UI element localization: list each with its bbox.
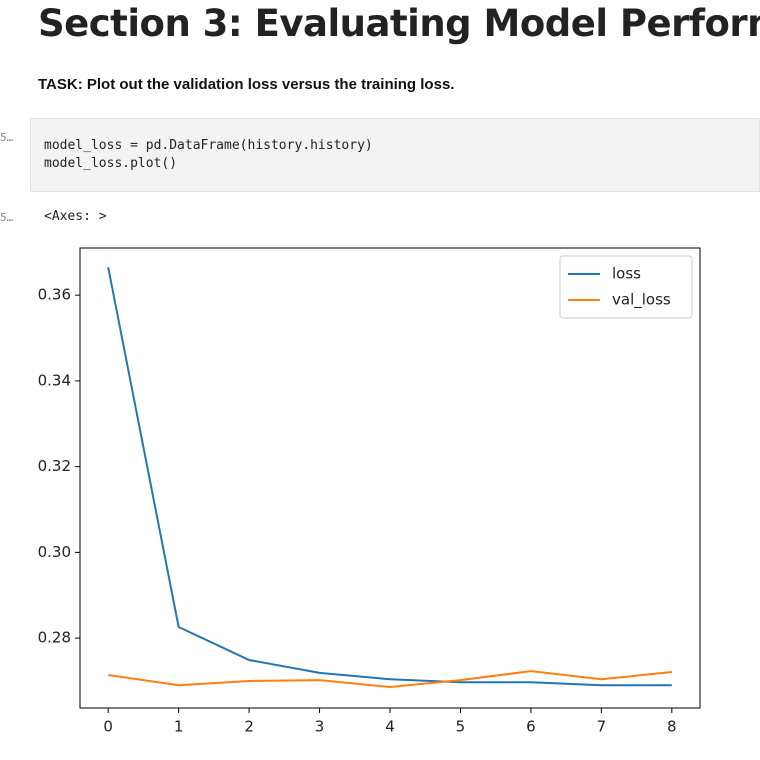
x-tick-label: 8 xyxy=(667,718,677,736)
legend-label: loss xyxy=(612,265,641,283)
legend-label: val_loss xyxy=(612,291,671,310)
y-tick-label: 0.36 xyxy=(38,286,71,304)
task-text: TASK: Plot out the validation loss versu… xyxy=(38,76,455,93)
cell-prompt: 5… xyxy=(0,131,14,144)
x-tick-label: 4 xyxy=(385,718,395,736)
line xyxy=(108,670,672,688)
code-line: model_loss = pd.DataFrame(history.histor… xyxy=(44,138,373,153)
x-tick-label: 5 xyxy=(456,718,466,736)
legend-box xyxy=(559,255,693,319)
output-prompt: 5… xyxy=(0,211,14,224)
x-tick-label: 1 xyxy=(174,718,184,736)
x-tick-label: 3 xyxy=(315,718,325,736)
x-tick-label: 2 xyxy=(244,718,254,736)
y-tick-label: 0.34 xyxy=(38,371,71,389)
line xyxy=(107,267,672,687)
output-text: <Axes: > xyxy=(44,209,107,224)
y-tick-label: 0.30 xyxy=(38,543,71,561)
code-cell[interactable] xyxy=(30,118,760,192)
y-tick-label: 0.32 xyxy=(38,457,71,475)
y-tick-label: 0.28 xyxy=(38,629,71,647)
chart: 0.28 0.30 0.32 0.34 0.36 0 1 2 3 4 5 6 7 8 loss val_los… xyxy=(38,247,701,736)
plot-frame xyxy=(79,247,701,709)
section-title: Section 3: Evaluating Model Performance. xyxy=(38,2,760,45)
x-tick-label: 7 xyxy=(597,718,607,736)
x-tick-label: 0 xyxy=(103,718,113,736)
x-tick-label: 6 xyxy=(526,718,536,736)
code-line: model_loss.plot() xyxy=(44,156,178,171)
